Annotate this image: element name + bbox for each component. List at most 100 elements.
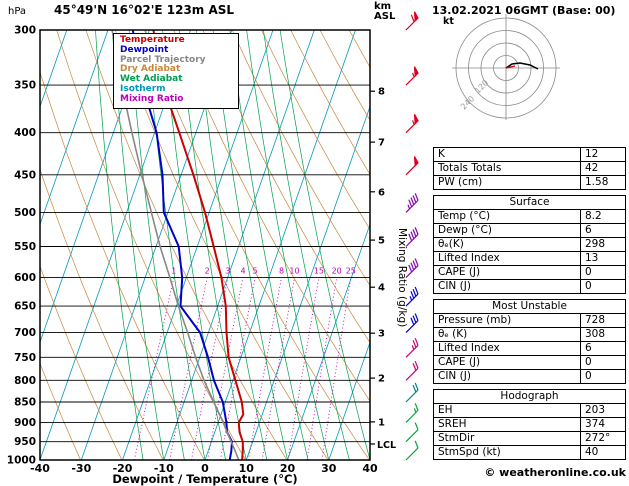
mixing-ratio-line (190, 277, 229, 460)
stats-row: StmDir 272° (433, 431, 626, 446)
km-tick-label: 7 (378, 138, 385, 149)
stats-value: 1.58 (580, 175, 626, 190)
stats-value: 6 (580, 223, 626, 238)
sounding-curves (111, 30, 245, 460)
stats-row: CIN (J) 0 (433, 369, 626, 384)
copyright: © weatheronline.co.uk (484, 466, 626, 479)
stats-value: 0 (580, 279, 626, 294)
stats-row: StmSpd (kt) 40 (433, 445, 626, 460)
stats-label: Dewp (°C) (433, 223, 581, 238)
stats-row: PW (cm) 1.58 (433, 175, 626, 190)
dry-adiabat-line (290, 30, 370, 176)
mixing-ratio-value-label: 8 (279, 267, 284, 276)
mixing-ratio-line (247, 277, 282, 460)
stats-label: Pressure (mb) (433, 313, 581, 328)
temperature-tick-label: 30 (321, 462, 337, 475)
stats-value: 8.2 (580, 209, 626, 224)
km-tick-label: 6 (378, 187, 385, 198)
lcl-label: LCL (377, 440, 396, 451)
stats-value: 374 (580, 417, 626, 432)
stats-label: StmDir (433, 431, 581, 446)
altitude-axis-unit: km ASL (374, 2, 395, 22)
x-axis-title: Dewpoint / Temperature (°C) (112, 472, 297, 486)
isotherm-line (122, 30, 274, 460)
pressure-tick-label: 650 (14, 301, 36, 313)
stats-value: 203 (580, 403, 626, 418)
stats-row: CAPE (J) 0 (433, 265, 626, 280)
stats-value: 0 (580, 369, 626, 384)
legend-item: Temperature (120, 35, 185, 45)
stats-label: Totals Totals (433, 161, 581, 176)
stats-row: Pressure (mb) 728 (433, 313, 626, 328)
wind-barb (405, 403, 419, 423)
temperature-tick-label: -40 (30, 462, 50, 475)
dry-adiabat-line (319, 30, 370, 121)
stats-value: 0 (580, 355, 626, 370)
stats-value: 308 (580, 327, 626, 342)
wind-barb (405, 313, 419, 334)
station-title: 45°49'N 16°02'E 123m ASL (54, 3, 235, 17)
dry-adiabat-line (40, 362, 81, 460)
temperature-tick-label: 20 (280, 462, 296, 475)
stats-value: 12 (580, 147, 626, 162)
stats-row: EH 203 (433, 403, 626, 418)
isotherm-line (40, 30, 68, 108)
stats-label: θₑ (K) (433, 327, 581, 342)
stats-section-header: Surface (433, 195, 626, 210)
stats-section-title: Hodograph (433, 389, 626, 404)
pressure-tick-label: 1000 (7, 455, 36, 467)
series-parcel-trajectory (111, 30, 240, 460)
stats-row: SREH 374 (433, 417, 626, 432)
stats-table: K 12 Totals Totals 42 PW (cm) 1.58 (433, 147, 626, 190)
stats-label: θₑ(K) (433, 237, 581, 252)
legend-item: Dry Adiabat (120, 64, 181, 75)
km-tick-label: 8 (378, 87, 385, 98)
dry-adiabat-line (348, 30, 370, 68)
pressure-tick-label: 850 (14, 397, 36, 409)
stats-label: K (433, 147, 581, 162)
hodograph-trace (505, 62, 539, 70)
legend-item: Mixing Ratio (120, 93, 184, 104)
pressure-tick-label: 900 (14, 417, 36, 429)
pressure-tick-label: 500 (14, 207, 36, 219)
stats-row: Temp (°C) 8.2 (433, 209, 626, 224)
dry-adiabat-line (231, 30, 370, 287)
pressure-tick-label: 350 (14, 80, 36, 92)
stats-table: Most Unstable Pressure (mb) 728 θₑ (K) 308 Li… (433, 299, 626, 384)
stats-row: Lifted Index 13 (433, 251, 626, 266)
pressure-tick-label: 400 (14, 127, 36, 139)
wind-barb (405, 193, 419, 213)
wind-barb (405, 258, 419, 279)
mixing-ratio-value-label: 5 (253, 267, 258, 276)
altitude-unit-km: km (374, 1, 392, 12)
mixing-ratio-value-label: 10 (289, 267, 299, 276)
hodograph-ring-label: 240 (459, 94, 476, 111)
series-temperature (152, 30, 245, 460)
pressure-tick-label: 550 (14, 241, 36, 253)
mixing-ratio-value-label: 4 (240, 267, 245, 276)
mixing-ratio-value-label: 3 (225, 267, 230, 276)
temperature-tick-label: 10 (239, 462, 255, 475)
temperature-tick-label: -20 (113, 462, 133, 475)
wind-barb (405, 286, 419, 307)
stats-row: θₑ(K) 298 (433, 237, 626, 252)
wind-barb (405, 156, 419, 176)
km-tick-label: 1 (378, 417, 385, 428)
legend-item: Wet Adiabat (120, 74, 183, 85)
pressure-tick-label: 300 (14, 25, 36, 37)
isotherm-line (163, 30, 315, 460)
mixing-ratio-line (133, 277, 175, 460)
pressure-tick-label: 950 (14, 436, 36, 448)
mixing-ratio-value-label: 1 (171, 267, 176, 276)
stats-row: Lifted Index 6 (433, 341, 626, 356)
stats-value: 0 (580, 265, 626, 280)
dry-adiabat-line (408, 30, 430, 460)
wind-barb (405, 66, 419, 86)
hodograph-unit-label: kt (443, 16, 454, 27)
wind-barb (405, 360, 419, 381)
stats-table: Surface Temp (°C) 8.2 Dewp (°C) 6 θₑ(K) 298 Lif… (433, 195, 626, 294)
wind-barb (405, 227, 419, 247)
wind-barb (405, 422, 419, 443)
mixing-ratio-value-label: 15 (314, 267, 324, 276)
